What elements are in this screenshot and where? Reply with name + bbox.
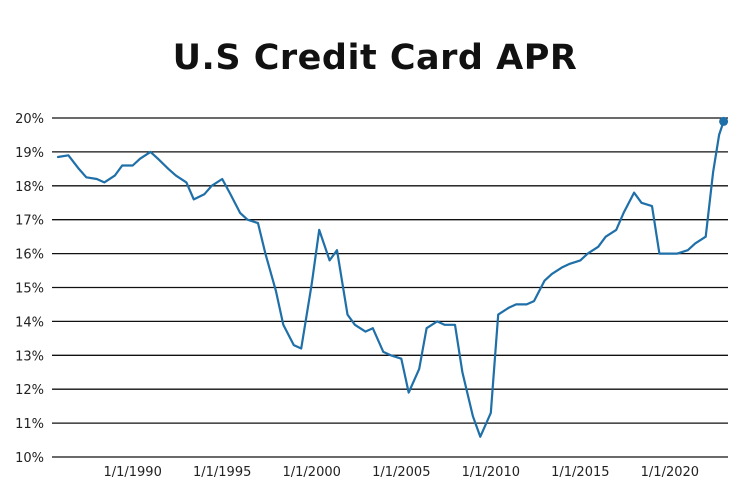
y-tick-label: 12%: [15, 383, 44, 398]
y-tick-label: 16%: [15, 248, 44, 263]
x-tick-label: 1/1/1990: [103, 465, 161, 480]
x-tick-label: 1/1/2015: [551, 465, 609, 480]
x-tick-label: 1/1/2005: [372, 465, 430, 480]
y-axis-ticks: 10% 11% 12% 13% 14% 15% 16% 17% 18% 19% 20%: [15, 112, 44, 466]
y-tick-label: 17%: [15, 214, 44, 229]
x-tick-label: 1/1/2020: [641, 465, 699, 480]
y-tick-label: 15%: [15, 282, 44, 297]
y-tick-label: 18%: [15, 180, 44, 195]
series-layer: [56, 116, 729, 438]
series-line: [56, 120, 725, 438]
last-data-point: [719, 116, 729, 126]
y-tick-label: 11%: [15, 417, 44, 432]
y-tick-label: 20%: [15, 112, 44, 127]
x-axis-ticks: 1/1/1990 1/1/1995 1/1/2000 1/1/2005 1/1/2010…: [103, 465, 699, 480]
y-tick-label: 13%: [15, 349, 44, 364]
grid-lines: [52, 117, 728, 458]
x-tick-label: 1/1/2010: [462, 465, 520, 480]
chart-title: U.S Credit Card APR: [172, 38, 578, 78]
x-tick-label: 1/1/2000: [283, 465, 341, 480]
x-tick-label: 1/1/1995: [193, 465, 251, 480]
y-tick-label: 14%: [15, 315, 44, 330]
y-tick-label: 19%: [15, 146, 44, 161]
y-tick-label: 10%: [15, 451, 44, 466]
